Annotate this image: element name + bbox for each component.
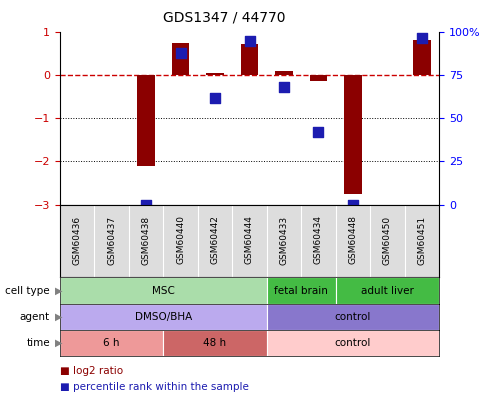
Text: MSC: MSC (152, 286, 175, 296)
Text: GSM60451: GSM60451 (417, 215, 426, 264)
Text: ▶: ▶ (55, 286, 62, 296)
Point (246, 38, 253, 44)
Point (142, 201, 150, 208)
Bar (60, 304, 267, 330)
Text: agent: agent (20, 312, 50, 322)
Text: GSM60440: GSM60440 (176, 215, 185, 264)
Text: 48 h: 48 h (204, 338, 227, 348)
Bar (413, 40, 431, 75)
Bar (207, 73, 224, 75)
Bar (137, 75, 155, 166)
Text: GSM60444: GSM60444 (245, 215, 254, 264)
Text: GSM60437: GSM60437 (107, 215, 116, 264)
Point (349, 201, 357, 208)
Bar (241, 45, 258, 75)
Bar (172, 43, 189, 75)
Text: adult liver: adult liver (361, 286, 414, 296)
Bar (275, 71, 292, 75)
Bar (310, 75, 327, 81)
Text: fetal brain: fetal brain (274, 286, 328, 296)
Bar (267, 330, 439, 356)
Bar (60, 330, 163, 356)
Point (280, 84, 288, 91)
Text: GSM60448: GSM60448 (348, 215, 357, 264)
Text: cell type: cell type (5, 286, 50, 296)
Point (314, 129, 322, 135)
Text: control: control (335, 312, 371, 322)
Text: ▶: ▶ (55, 338, 62, 348)
Text: GSM60436: GSM60436 (73, 215, 82, 264)
Point (418, 34, 426, 41)
Text: GDS1347 / 44770: GDS1347 / 44770 (163, 10, 286, 24)
Text: ■ percentile rank within the sample: ■ percentile rank within the sample (60, 382, 249, 392)
Text: time: time (26, 338, 50, 348)
Text: 6 h: 6 h (103, 338, 120, 348)
Bar (267, 304, 439, 330)
Text: GSM60450: GSM60450 (383, 215, 392, 264)
Bar (336, 277, 439, 304)
Text: GSM60434: GSM60434 (314, 215, 323, 264)
Point (211, 94, 219, 101)
Text: ■ log2 ratio: ■ log2 ratio (60, 366, 123, 375)
Bar (60, 277, 267, 304)
Bar (344, 75, 362, 194)
Text: control: control (335, 338, 371, 348)
Text: GSM60442: GSM60442 (211, 215, 220, 264)
Text: DMSO/BHA: DMSO/BHA (135, 312, 192, 322)
Bar (163, 330, 267, 356)
Point (177, 50, 185, 56)
Text: GSM60438: GSM60438 (142, 215, 151, 264)
Text: GSM60433: GSM60433 (279, 215, 288, 264)
Text: ▶: ▶ (55, 312, 62, 322)
Bar (267, 277, 336, 304)
